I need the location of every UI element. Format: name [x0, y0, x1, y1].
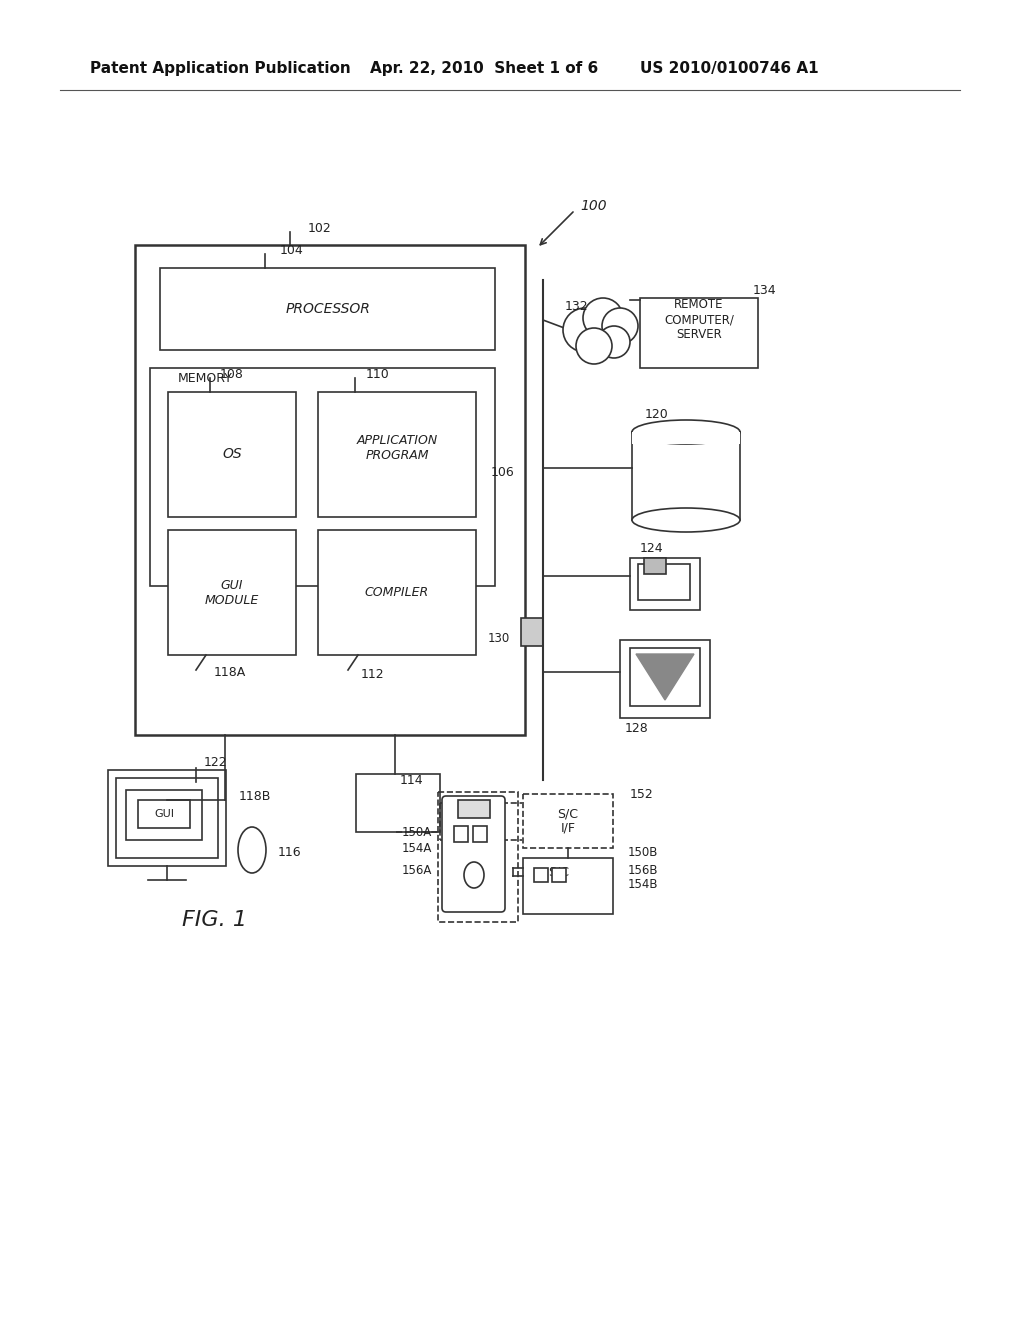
Bar	[644, 558, 666, 574]
Bar	[138, 800, 190, 828]
Ellipse shape	[632, 508, 740, 532]
Text: S/C: S/C	[548, 866, 569, 879]
Text: 116: 116	[278, 846, 302, 858]
Text: 150A: 150A	[401, 825, 432, 838]
Text: 156A: 156A	[401, 863, 432, 876]
Bar	[116, 777, 218, 858]
Text: PROCESSOR: PROCESSOR	[286, 302, 371, 315]
Text: 118A: 118A	[214, 665, 246, 678]
Circle shape	[583, 298, 623, 338]
Bar	[108, 770, 226, 866]
Text: 132: 132	[564, 300, 588, 313]
Text: FIG. 1: FIG. 1	[182, 909, 248, 931]
Bar	[438, 792, 518, 921]
Bar	[135, 246, 525, 735]
Text: 150B: 150B	[628, 846, 658, 858]
Text: 134: 134	[753, 284, 776, 297]
Text: 118B: 118B	[239, 789, 271, 803]
Text: GUI
MODULE: GUI MODULE	[205, 579, 259, 607]
Ellipse shape	[464, 862, 484, 888]
Text: 156B: 156B	[628, 863, 658, 876]
Bar	[473, 826, 487, 842]
Bar	[150, 368, 495, 586]
FancyBboxPatch shape	[442, 796, 505, 912]
Text: 106: 106	[492, 466, 515, 479]
Bar	[638, 564, 690, 601]
Text: I/F: I/F	[560, 821, 575, 834]
Bar	[523, 858, 613, 913]
Text: 110: 110	[367, 367, 390, 380]
Bar	[534, 869, 548, 882]
Polygon shape	[636, 653, 694, 700]
Bar	[620, 640, 710, 718]
Bar	[168, 531, 296, 655]
Text: COMPILER: COMPILER	[365, 586, 429, 599]
Circle shape	[575, 327, 612, 364]
Text: 104: 104	[281, 243, 304, 256]
Bar	[630, 558, 700, 610]
Circle shape	[563, 308, 607, 352]
Text: Apr. 22, 2010  Sheet 1 of 6: Apr. 22, 2010 Sheet 1 of 6	[370, 61, 598, 75]
Bar	[454, 826, 468, 842]
Text: APPLICATION
PROGRAM: APPLICATION PROGRAM	[356, 434, 437, 462]
Bar	[632, 432, 740, 520]
Text: 154B: 154B	[628, 879, 658, 891]
Bar	[630, 648, 700, 706]
Text: OS: OS	[222, 447, 242, 461]
Text: MEMORY: MEMORY	[178, 372, 232, 385]
Text: 120: 120	[645, 408, 669, 421]
Text: US 2010/0100746 A1: US 2010/0100746 A1	[640, 61, 818, 75]
Bar	[458, 800, 490, 818]
Text: REMOTE
COMPUTER/
SERVER: REMOTE COMPUTER/ SERVER	[664, 298, 734, 342]
Bar	[318, 531, 476, 655]
Bar	[160, 268, 495, 350]
Text: 130: 130	[487, 631, 510, 644]
Ellipse shape	[632, 420, 740, 444]
Bar	[168, 392, 296, 517]
Text: 152: 152	[630, 788, 653, 800]
Bar	[640, 298, 758, 368]
Text: 114: 114	[400, 774, 424, 787]
Text: GUI: GUI	[154, 809, 174, 818]
Circle shape	[598, 326, 630, 358]
Text: 100: 100	[580, 199, 606, 213]
Text: 124: 124	[640, 541, 664, 554]
Ellipse shape	[238, 828, 266, 873]
Text: 154A: 154A	[401, 842, 432, 854]
Bar	[552, 869, 566, 882]
Text: S/C: S/C	[557, 808, 579, 821]
Text: 112: 112	[360, 668, 384, 681]
Circle shape	[602, 308, 638, 345]
Bar	[523, 795, 613, 847]
Text: 122: 122	[203, 756, 226, 770]
Bar	[126, 789, 202, 840]
Text: 108: 108	[220, 367, 244, 380]
Bar	[521, 618, 543, 645]
Text: 128: 128	[625, 722, 649, 734]
Text: Patent Application Publication: Patent Application Publication	[90, 61, 351, 75]
Bar	[632, 432, 740, 444]
Bar	[356, 774, 440, 832]
Text: 102: 102	[308, 222, 332, 235]
Bar	[318, 392, 476, 517]
